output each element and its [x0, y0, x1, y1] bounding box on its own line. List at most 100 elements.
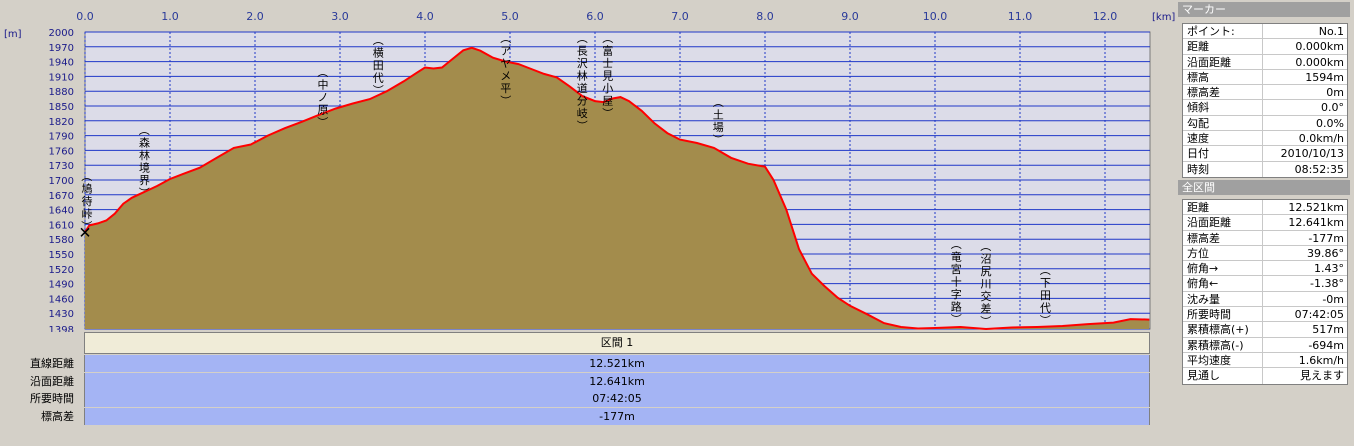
x-tick-labels: 0.0 1.0 2.0 3.0 4.0 5.0 6.0 7.0 8.0 9.0 10.0 11.0 12…	[76, 10, 1117, 23]
place-label-char: 屋	[602, 95, 613, 108]
place-label-char: （	[711, 97, 724, 108]
place-label-char: ）	[80, 221, 93, 232]
panel-row-label: 沿面距離	[1183, 215, 1263, 230]
y-tick-label: 1640	[49, 206, 74, 217]
place-label-char: 見	[602, 70, 613, 83]
place-label-char: 平	[500, 82, 511, 95]
panel-row-value: 12.641km	[1288, 216, 1344, 230]
panel-row-value: 1594m	[1305, 70, 1344, 84]
panel-row-label: 距離	[1183, 39, 1263, 54]
place-label-char: 場	[713, 121, 724, 134]
panel-row: 見通し 見えます	[1183, 368, 1347, 384]
y-tick-labels: 2000 1970 1940 1910 1880 1850 1820 1790 1760 1730…	[49, 28, 74, 332]
place-label: （中ノ原）	[316, 67, 329, 128]
y-unit-label: [m]	[4, 29, 22, 40]
panel-row-value: 0.000km	[1295, 40, 1344, 54]
y-tick-label: 1820	[49, 117, 74, 128]
place-label-char: 富	[602, 44, 613, 58]
place-label-char: 路	[951, 301, 962, 314]
x-tick-label: 0.0	[76, 10, 94, 23]
y-tick-label: 1790	[49, 132, 74, 143]
x-tick-label: 8.0	[756, 10, 774, 23]
x-tick-label: 5.0	[501, 10, 519, 23]
place-label-char: （	[601, 33, 614, 44]
y-tick-label: 1520	[49, 265, 74, 276]
x-unit-label: [km]	[1152, 12, 1175, 23]
elevation-area	[85, 47, 1150, 330]
panel-row-label: 時刻	[1183, 161, 1263, 177]
panel-row-label: 見通し	[1183, 368, 1263, 384]
y-tick-label: 1398	[49, 325, 74, 332]
x-tick-label: 7.0	[671, 10, 689, 23]
x-tick-label: 9.0	[841, 10, 859, 23]
panel-row-label: 累積標高(-)	[1183, 337, 1263, 352]
panel-row: 日付 2010/10/13	[1183, 146, 1347, 162]
x-tick-label: 2.0	[246, 10, 264, 23]
total-panel-title: 全区間	[1178, 180, 1350, 195]
place-label-char: 峠	[82, 207, 93, 221]
panel-row-label: 傾斜	[1183, 100, 1263, 115]
panel-row: 沿面距離 12.641km	[1183, 215, 1347, 231]
panel-row: 沿面距離 0.000km	[1183, 54, 1347, 70]
panel-row-value: 0.000km	[1295, 55, 1344, 69]
y-tick-label: 1460	[49, 294, 74, 305]
y-tick-label: 1550	[49, 250, 74, 261]
y-tick-label: 2000	[49, 28, 74, 39]
panel-row-label: 沿面距離	[1183, 54, 1263, 69]
panel-row-label: 所要時間	[1183, 307, 1263, 322]
place-label-char: 分	[577, 95, 588, 108]
panel-row: 速度 0.0km/h	[1183, 131, 1347, 147]
marker-panel-title: マーカー	[1178, 2, 1350, 17]
total-panel: 距離 12.521km 沿面距離 12.641km 標高差 -177m 方位 39.86° 俯角…	[1182, 199, 1348, 385]
place-label-char: 林	[139, 148, 150, 162]
place-label-char: 田	[1040, 289, 1051, 302]
place-label: （下田代）	[1039, 265, 1052, 326]
panel-row: 方位 39.86°	[1183, 245, 1347, 262]
place-label: （横田代）	[371, 35, 384, 96]
place-label-char: 下	[1040, 277, 1051, 290]
place-label-char: 森	[139, 136, 150, 150]
y-tick-label: 1670	[49, 191, 74, 202]
panel-row-value: 07:42:05	[1294, 308, 1344, 322]
panel-row-value: 0m	[1326, 86, 1344, 100]
panel-row-value: 517m	[1312, 323, 1344, 337]
y-tick-label: 1910	[49, 72, 74, 83]
place-label-char: 田	[373, 59, 384, 72]
panel-row: 標高差 -177m	[1183, 230, 1347, 246]
panel-row-label: 距離	[1183, 200, 1263, 215]
place-label-char: 代	[1040, 302, 1051, 315]
elevation-profile-chart: [m] [km] 0.0 1.0 2.0 3.0 4.0 5.0 6.0 7.0 8.0 9.0 1…	[4, 10, 1175, 332]
panel-row: 距離 12.521km	[1183, 200, 1347, 216]
x-tick-label: 12.0	[1093, 10, 1118, 23]
place-label-char: 竜	[951, 250, 962, 264]
panel-row-value: 0.0km/h	[1298, 132, 1344, 146]
place-label-char: ノ	[318, 91, 329, 104]
panel-row-label: 累積標高(+)	[1183, 322, 1263, 337]
place-label-char: 差	[981, 302, 992, 316]
y-tick-label: 1970	[49, 43, 74, 54]
panel-row: 所要時間 07:42:05	[1183, 307, 1347, 323]
panel-row-label: 標高差	[1183, 85, 1263, 100]
x-tick-label: 4.0	[416, 10, 434, 23]
x-tick-label: 11.0	[1008, 10, 1033, 23]
panel-row-value: 08:52:35	[1294, 162, 1344, 176]
section-row-label: 直線距離	[30, 357, 74, 370]
place-label-char: 界	[139, 174, 150, 187]
section-header: 区間 1	[84, 332, 1150, 354]
place-label-char: 十	[951, 275, 962, 289]
place-label-char: ）	[1039, 315, 1052, 326]
panel-row: 平均速度 1.6km/h	[1183, 352, 1347, 369]
panel-row-value: No.1	[1318, 25, 1344, 38]
start-marker[interactable]	[80, 227, 90, 237]
place-label-char: ）	[499, 95, 512, 106]
panel-row-label: 標高	[1183, 69, 1263, 85]
place-label-char: 土	[713, 109, 724, 122]
panel-row-value: -177m	[1308, 231, 1344, 245]
place-label-char: 道	[577, 81, 588, 95]
place-label-char: （	[80, 171, 93, 182]
x-tick-label: 1.0	[161, 10, 179, 23]
panel-row: 標高差 0m	[1183, 85, 1347, 101]
